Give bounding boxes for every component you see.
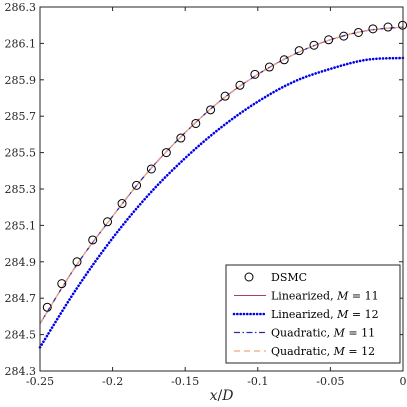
axis-ticks: -0.25 -0.2 -0.15 -0.1 -0.05 0 284.3 284.5 284.7 2…	[5, 1, 407, 388]
dsmc-marker	[57, 279, 67, 289]
dsmc-marker	[132, 180, 142, 190]
series-line-quadratic-m-11	[39, 26, 404, 325]
y-tick-label: 284.7	[5, 292, 37, 305]
y-tick-label: 284.9	[5, 256, 37, 269]
legend-label-dsmc: DSMC	[271, 271, 307, 284]
dsmc-marker	[146, 164, 156, 174]
dsmc-marker	[117, 199, 127, 209]
dsmc-marker	[324, 35, 334, 45]
legend-label-quadratic-m-12: Quadratic, M = 12	[271, 345, 375, 358]
legend-label-linearized-m-11: Linearized, M = 11	[271, 290, 379, 303]
dsmc-marker	[309, 40, 319, 50]
x-tick-label: -0.15	[171, 375, 199, 388]
x-tick-label: -0.25	[26, 375, 54, 388]
dsmc-marker	[368, 24, 378, 34]
legend: DSMC Linearized, M = 11 Linearized, M = 12…	[225, 264, 401, 364]
series-line-linearized-m-12	[38, 56, 405, 349]
dsmc-marker	[103, 217, 113, 227]
y-tick-label: 286.3	[5, 1, 37, 14]
y-tick-label: 285.3	[5, 183, 37, 196]
dsmc-marker	[191, 118, 201, 128]
x-tick-label: -0.1	[247, 375, 268, 388]
dsmc-marker	[176, 133, 186, 143]
dsmc-marker	[220, 91, 230, 101]
y-tick-label: 286.1	[5, 37, 37, 50]
y-tick-label: 285.9	[5, 74, 37, 87]
y-tick-label: 285.5	[5, 147, 37, 160]
dsmc-marker	[264, 62, 274, 72]
dsmc-marker	[279, 55, 289, 65]
y-tick-label: 284.3	[5, 365, 37, 378]
dsmc-marker	[42, 302, 52, 312]
legend-marker-dsmc	[244, 272, 254, 282]
dsmc-marker	[235, 80, 245, 90]
series-layer	[38, 20, 407, 349]
y-tick-label: 285.1	[5, 219, 37, 232]
dsmc-marker	[250, 69, 260, 79]
dsmc-marker	[294, 46, 304, 56]
x-tick-label: -0.05	[316, 375, 344, 388]
x-tick-label: -0.2	[102, 375, 123, 388]
dsmc-marker	[88, 235, 98, 245]
legend-label-quadratic-m-11: Quadratic, M = 11	[271, 327, 375, 340]
y-tick-label: 284.5	[5, 329, 37, 342]
dsmc-marker	[339, 31, 349, 41]
legend-label-linearized-m-12: Linearized, M = 12	[271, 308, 379, 321]
dsmc-marker	[353, 27, 363, 37]
dsmc-marker	[206, 105, 216, 115]
x-axis-label: x/D	[210, 388, 234, 404]
dsmc-marker	[72, 257, 82, 267]
y-tick-label: 285.7	[5, 110, 37, 123]
dsmc-marker	[161, 148, 171, 158]
x-tick-label: 0	[400, 375, 407, 388]
dsmc-marker	[383, 22, 393, 32]
